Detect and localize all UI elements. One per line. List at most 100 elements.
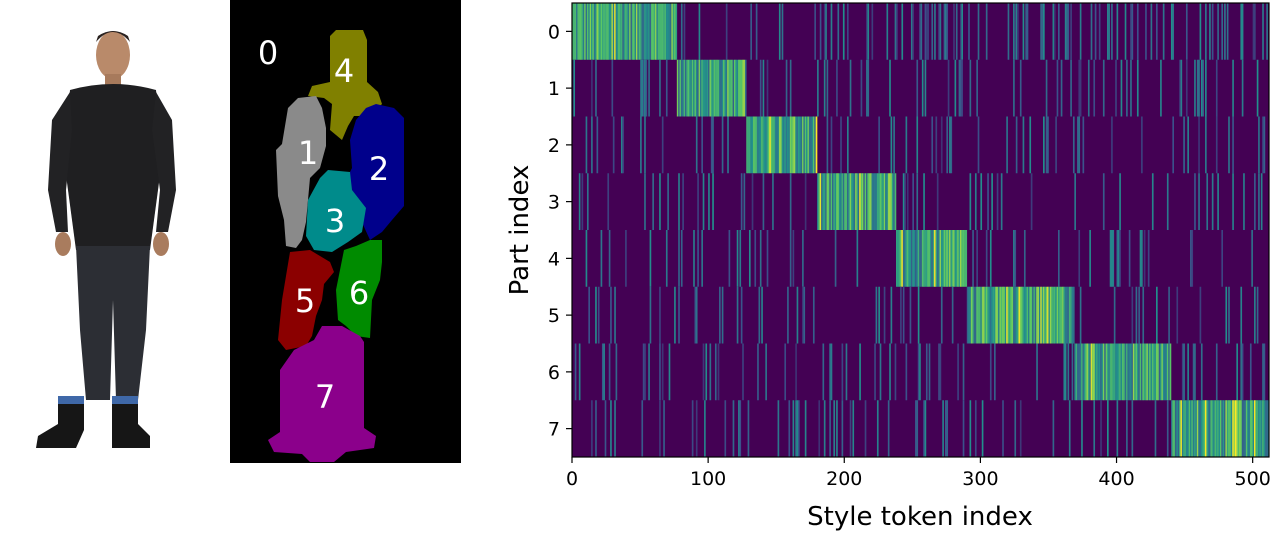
heatmap-cell bbox=[622, 116, 625, 174]
heatmap-cell bbox=[611, 59, 614, 117]
heatmap-cell bbox=[697, 173, 699, 230]
heatmap-cell bbox=[955, 3, 958, 60]
heatmap-cell bbox=[1164, 343, 1166, 401]
heatmap-cell bbox=[698, 59, 701, 117]
heatmap-cell bbox=[606, 3, 608, 60]
heatmap-cell bbox=[905, 116, 908, 174]
heatmap-cell bbox=[881, 173, 883, 230]
heatmap-cell bbox=[723, 59, 725, 117]
heatmap-cell bbox=[898, 230, 901, 287]
heatmap-cell bbox=[1219, 400, 1222, 457]
heatmap-cell bbox=[785, 59, 788, 117]
heatmap-cell bbox=[1245, 400, 1248, 457]
heatmap-cell bbox=[900, 286, 902, 344]
heatmap-cell bbox=[1183, 343, 1185, 401]
heatmap-cell bbox=[938, 3, 940, 60]
heatmap-cell bbox=[1105, 343, 1108, 401]
heatmap-cell bbox=[649, 230, 652, 287]
heatmap-cell bbox=[804, 116, 807, 174]
heatmap-cell bbox=[769, 116, 772, 174]
heatmap-cell bbox=[610, 400, 612, 457]
heatmap-cell bbox=[939, 3, 942, 60]
heatmap-cell bbox=[1124, 343, 1127, 401]
heatmap-cell bbox=[659, 59, 661, 117]
heatmap-cell bbox=[1162, 3, 1165, 60]
heatmap-cell bbox=[1198, 173, 1200, 230]
heatmap-cell bbox=[1160, 59, 1162, 117]
heatmap-cell bbox=[994, 286, 996, 344]
heatmap-cell bbox=[678, 59, 680, 117]
heatmap-cell bbox=[821, 173, 823, 230]
heatmap-cell bbox=[1130, 343, 1132, 401]
heatmap-cell bbox=[945, 3, 947, 60]
segment-label-1: 1 bbox=[298, 134, 318, 172]
heatmap-cell bbox=[1147, 230, 1150, 287]
heatmap-cell bbox=[1202, 59, 1204, 117]
heatmap-cell bbox=[1019, 59, 1022, 117]
heatmap-cell bbox=[1043, 116, 1045, 174]
heatmap-cell bbox=[1004, 286, 1007, 344]
heatmap-cell bbox=[910, 3, 913, 60]
heatmap-cell bbox=[1266, 3, 1268, 60]
heatmap-cell bbox=[804, 400, 807, 457]
heatmap-cell bbox=[1183, 116, 1185, 174]
heatmap-cell bbox=[1036, 343, 1038, 401]
heatmap-cell bbox=[1112, 230, 1115, 287]
heatmap-cell bbox=[1131, 3, 1134, 60]
heatmap-cell bbox=[1177, 400, 1180, 457]
y-tick-label: 1 bbox=[548, 78, 560, 100]
heatmap-cell bbox=[889, 173, 891, 230]
heatmap-cell bbox=[890, 286, 893, 344]
heatmap-cell bbox=[1029, 116, 1032, 174]
segmentation-map: 0 4 1 2 3 6 5 7 bbox=[230, 0, 461, 463]
heatmap-cell bbox=[627, 3, 630, 60]
heatmap-cell bbox=[717, 343, 720, 401]
heatmap-cell bbox=[1115, 59, 1117, 117]
heatmap-cell bbox=[629, 3, 631, 60]
heatmap-cell bbox=[980, 286, 983, 344]
heatmap-cell bbox=[985, 286, 988, 344]
heatmap-cell bbox=[910, 230, 913, 287]
heatmap-chart: 0 100 200 300 400 500 0 1 2 3 4 5 6 7 Style token in… bbox=[505, 2, 1271, 532]
heatmap-cell bbox=[1194, 173, 1196, 230]
heatmap-cell bbox=[778, 3, 781, 60]
heatmap-cell bbox=[931, 3, 934, 60]
heatmap-cell bbox=[826, 116, 829, 174]
heatmap-cell bbox=[668, 3, 671, 60]
heatmap-cell bbox=[1087, 343, 1090, 401]
heatmap-cell bbox=[697, 59, 699, 117]
heatmap-cell bbox=[977, 3, 980, 60]
heatmap-cell bbox=[896, 230, 898, 287]
heatmap-cell bbox=[1109, 343, 1112, 401]
heatmap-cell bbox=[988, 286, 991, 344]
heatmap-cell bbox=[935, 116, 938, 174]
heatmap-cell bbox=[928, 230, 931, 287]
heatmap-cell bbox=[1217, 173, 1219, 230]
heatmap-cell bbox=[1168, 286, 1170, 344]
heatmap-cell bbox=[699, 59, 702, 117]
heatmap-cell bbox=[690, 59, 693, 117]
heatmap-cell bbox=[600, 230, 603, 287]
heatmap-cell bbox=[645, 59, 648, 117]
heatmap-cell bbox=[758, 286, 761, 344]
heatmap-cell bbox=[814, 116, 816, 174]
heatmap-cell bbox=[614, 400, 616, 457]
heatmap-cell bbox=[1173, 400, 1176, 457]
heatmap-cell bbox=[878, 116, 880, 174]
heatmap-cell bbox=[1067, 286, 1070, 344]
heatmap-cell bbox=[830, 343, 833, 401]
heatmap-cell bbox=[789, 173, 792, 230]
y-tick-label: 6 bbox=[548, 362, 560, 384]
heatmap-cell bbox=[634, 3, 637, 60]
heatmap-cell bbox=[900, 230, 902, 287]
heatmap-cell bbox=[1040, 286, 1042, 344]
heatmap-cell bbox=[1130, 59, 1132, 117]
heatmap-cell bbox=[603, 343, 605, 401]
person-boot-right bbox=[112, 404, 150, 448]
heatmap-cell bbox=[1205, 400, 1207, 457]
heatmap-cell bbox=[1079, 3, 1082, 60]
heatmap-cell bbox=[974, 400, 977, 457]
heatmap-cell bbox=[641, 400, 644, 457]
heatmap-cell bbox=[1135, 343, 1138, 401]
heatmap-cell bbox=[648, 59, 650, 117]
